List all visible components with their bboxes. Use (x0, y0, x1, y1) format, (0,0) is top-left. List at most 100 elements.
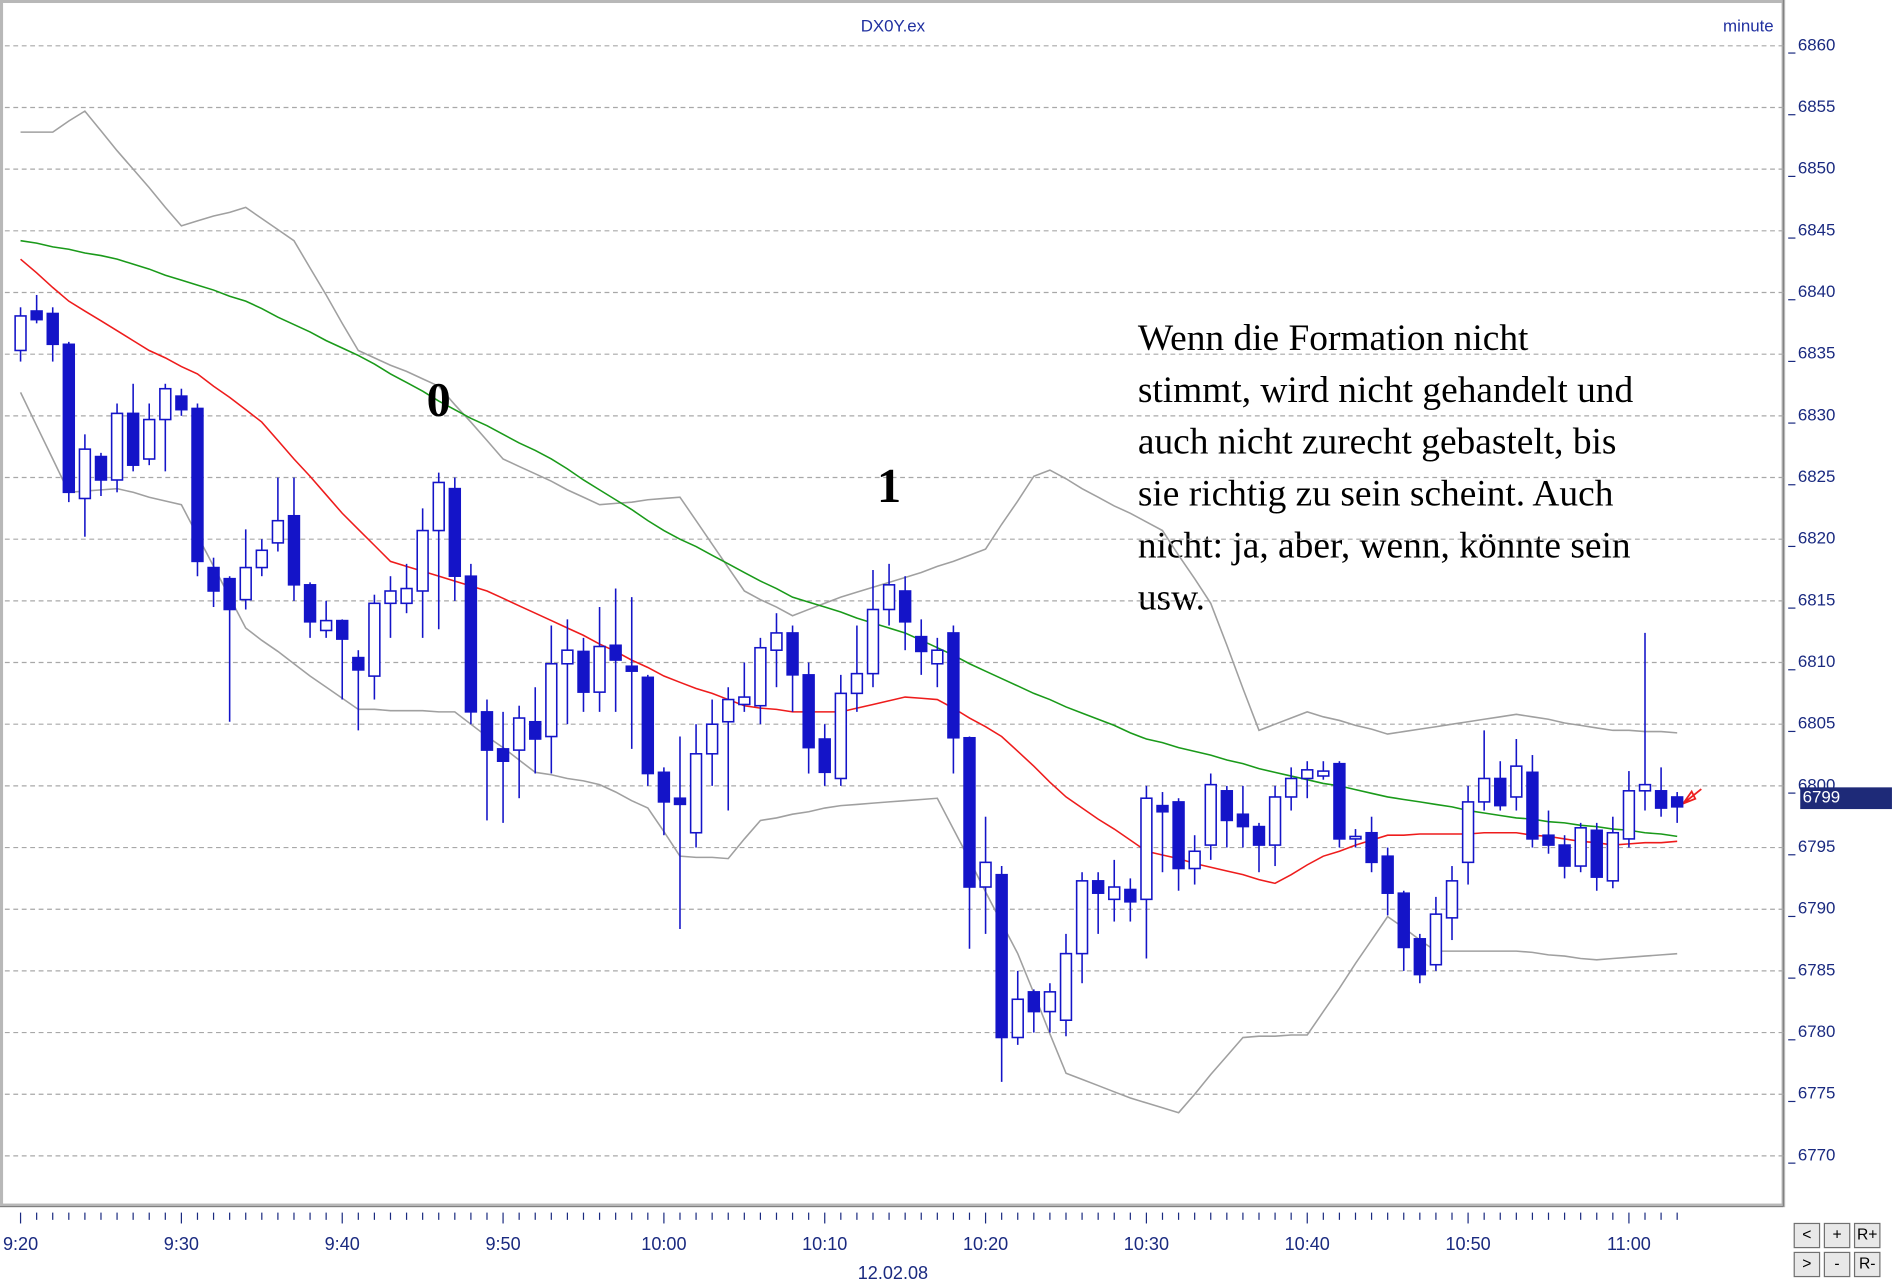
y-tick-label: 6775 (1798, 1084, 1836, 1103)
candle-body (1413, 938, 1427, 976)
candle-body (1365, 831, 1378, 864)
candle-body (239, 566, 252, 601)
toolbar-button[interactable]: > (1793, 1251, 1821, 1278)
candle-body (480, 711, 494, 751)
x-tick-label: 10:30 (1124, 1234, 1169, 1254)
y-tick-label: 6825 (1798, 467, 1836, 486)
candle-body (1381, 855, 1394, 894)
candle-body (1156, 804, 1169, 813)
candle-body (657, 771, 671, 803)
candle-body (818, 738, 831, 774)
candle-body (866, 608, 880, 675)
button-label[interactable]: - (1834, 1256, 1839, 1273)
candle-body (78, 448, 92, 500)
candle-body (352, 656, 365, 671)
note-line: auch nicht zurecht gebastelt, bis (1138, 422, 1617, 463)
button-label[interactable]: R+ (1857, 1227, 1877, 1244)
candle-body (1204, 783, 1217, 846)
candle-body (898, 590, 912, 623)
candle-body (1606, 831, 1620, 882)
button-face[interactable] (1853, 1251, 1881, 1278)
candle-body (287, 514, 301, 586)
candle-body (545, 662, 558, 738)
toolbar-button[interactable]: R+ (1853, 1222, 1881, 1249)
candle-body (191, 407, 204, 563)
candle-body (496, 748, 510, 762)
button-face[interactable] (1793, 1251, 1821, 1278)
toolbar-button[interactable]: R- (1853, 1251, 1881, 1278)
candle-body (1252, 825, 1266, 846)
indicator-line (20, 258, 1678, 885)
candle-body (464, 575, 478, 713)
candle-body (1590, 829, 1603, 878)
button-face[interactable] (1793, 1222, 1821, 1249)
y-tick-label: 6790 (1798, 899, 1836, 918)
candle-body (834, 692, 848, 780)
candle-body (738, 696, 751, 706)
y-tick-label: 6830 (1798, 405, 1836, 424)
candle-body (931, 649, 944, 665)
candle-body (1268, 796, 1282, 846)
toolbar-button[interactable]: < (1793, 1222, 1821, 1249)
candle-body (1445, 880, 1459, 919)
candle-body (1108, 886, 1121, 901)
button-face[interactable] (1823, 1251, 1851, 1278)
candle-body (979, 861, 992, 888)
y-tick-label: 6795 (1798, 837, 1836, 856)
y-tick-label: 6810 (1798, 652, 1836, 671)
candle-body (336, 619, 349, 640)
x-tick-label: 10:10 (802, 1234, 847, 1254)
candle-body (1124, 888, 1137, 903)
x-tick-label: 11:00 (1607, 1234, 1651, 1254)
candle-body (529, 720, 542, 740)
candle-body (1397, 892, 1410, 949)
y-tick-label: 6815 (1798, 590, 1836, 609)
candle-body (882, 584, 896, 611)
candle-body (110, 412, 124, 481)
candle-body (416, 529, 429, 592)
candle-body (319, 619, 333, 632)
candle-body (30, 310, 43, 321)
wave-label: 1 (877, 460, 901, 513)
candle-body (722, 698, 735, 723)
button-face[interactable] (1853, 1222, 1881, 1249)
last-price-label: 6799 (1803, 788, 1841, 807)
candle-body (963, 736, 976, 888)
button-label[interactable]: R- (1859, 1256, 1876, 1273)
candle-body (1059, 952, 1073, 1022)
candle-body (641, 676, 655, 775)
candle-body (1477, 777, 1491, 803)
candle-body (1220, 790, 1234, 822)
candle-body (1461, 801, 1475, 864)
candle-body (915, 635, 928, 653)
candle-body (207, 566, 220, 592)
interval-label: minute (1723, 16, 1774, 35)
button-face[interactable] (1823, 1222, 1851, 1249)
button-label[interactable]: + (1832, 1227, 1841, 1244)
candle-body (14, 315, 27, 352)
candle-body (850, 672, 864, 695)
candle-body (1638, 783, 1652, 792)
candle-body (143, 418, 156, 460)
y-tick-label: 6850 (1798, 159, 1836, 178)
candle-body (1542, 834, 1555, 846)
candle-body (512, 717, 526, 751)
toolbar-button[interactable]: - (1823, 1251, 1851, 1278)
candle-body (561, 649, 574, 665)
toolbar-button[interactable]: + (1823, 1222, 1851, 1249)
button-label[interactable]: < (1802, 1227, 1811, 1244)
button-label[interactable]: > (1802, 1256, 1811, 1273)
candle-body (400, 587, 413, 605)
candle-body (1558, 844, 1571, 867)
chart-title: DX0Y.ex (861, 16, 926, 35)
candle-body (1140, 797, 1153, 901)
x-tick-label: 10:20 (963, 1234, 1008, 1254)
y-tick-label: 6770 (1798, 1145, 1836, 1164)
x-tick-label: 10:40 (1285, 1234, 1330, 1254)
candle-body (995, 873, 1008, 1039)
candle-body (1494, 777, 1507, 807)
indicator-line (20, 239, 1678, 838)
candle-body (368, 602, 381, 677)
x-tick-label: 9:50 (485, 1234, 520, 1254)
x-tick-label: 9:20 (3, 1234, 38, 1254)
